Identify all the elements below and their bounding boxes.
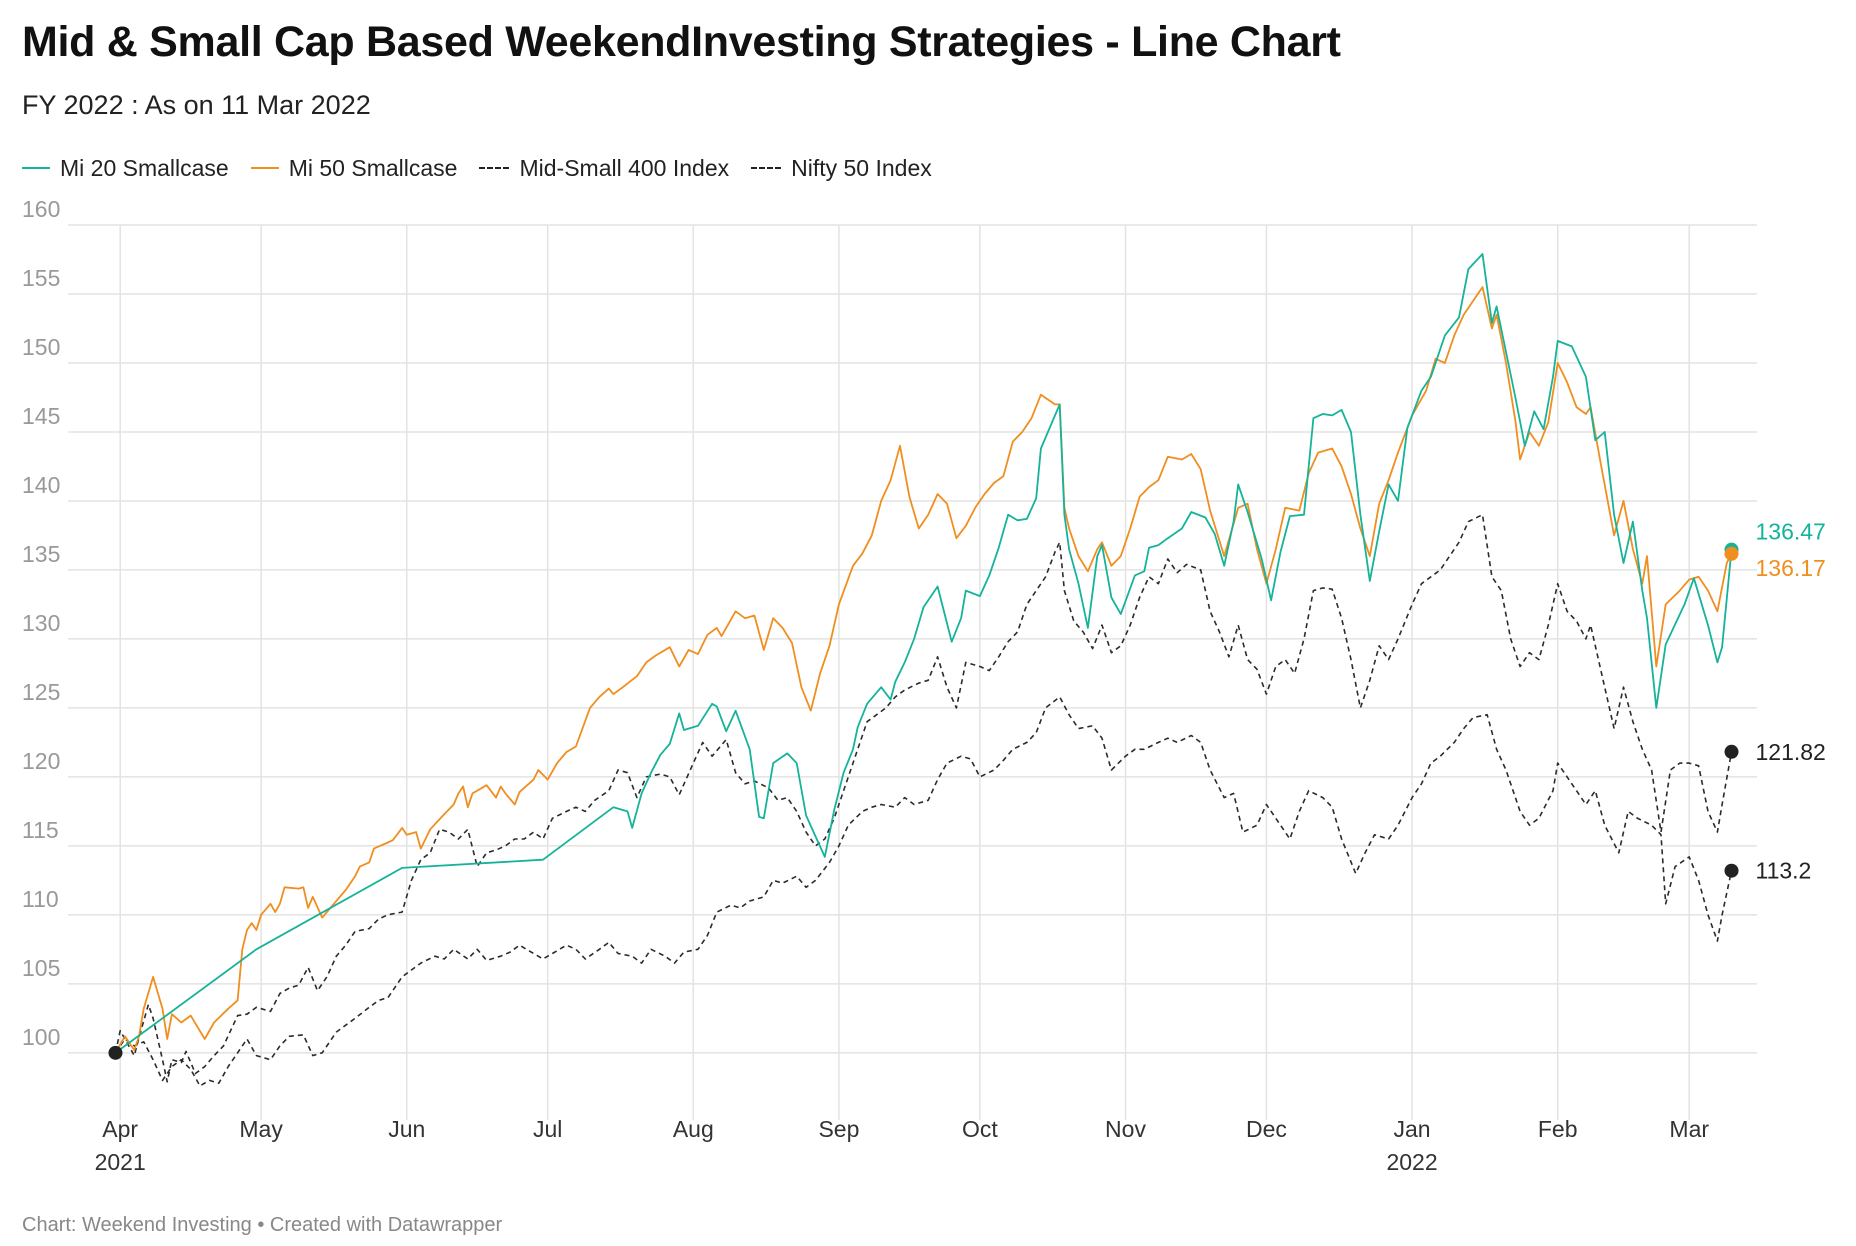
- y-tick-label: 110: [22, 886, 59, 912]
- series-line-mi-50-smallcase: [114, 286, 1733, 1054]
- legend-label-nifty50: Nifty 50 Index: [791, 154, 932, 181]
- line-chart: 100 105 110 115 120 125 130 135 140 145 150 155 160 A…: [22, 196, 1826, 1175]
- x-tick-year-label: 2021: [95, 1149, 146, 1175]
- x-tick-label: Feb: [1538, 1116, 1578, 1142]
- x-tick-label: Nov: [1105, 1116, 1146, 1142]
- series-line-mi-20-smallcase: [114, 253, 1733, 1054]
- end-point: [1724, 863, 1739, 878]
- legend-label-midsmall400: Mid-Small 400 Index: [519, 154, 730, 181]
- chart-footer: Chart: Weekend Investing • Created with …: [22, 1214, 503, 1236]
- series-line-mid-small-400-index: [114, 513, 1733, 1083]
- y-tick-label: 120: [22, 748, 60, 774]
- x-tick-label: Mar: [1669, 1116, 1709, 1142]
- start-point: [108, 1045, 123, 1060]
- grid: [68, 224, 1757, 1120]
- legend-swatch-mi20: [22, 167, 50, 169]
- y-tick-label: 160: [22, 196, 60, 222]
- x-tick-label: May: [239, 1116, 283, 1142]
- legend-swatch-midsmall400: [479, 167, 510, 169]
- x-tick-label: Apr: [102, 1116, 138, 1142]
- legend-swatch-nifty50: [751, 167, 782, 169]
- y-tick-label: 105: [22, 955, 60, 981]
- y-tick-label: 150: [22, 334, 60, 360]
- end-point: [1724, 744, 1739, 759]
- chart-subtitle: FY 2022 : As on 11 Mar 2022: [22, 90, 371, 120]
- x-tick-label: Dec: [1246, 1116, 1287, 1142]
- end-value-label: 113.2: [1756, 858, 1812, 884]
- y-tick-label: 135: [22, 541, 60, 567]
- end-value-label: 121.82: [1756, 739, 1826, 765]
- legend-swatch-mi50: [250, 167, 279, 169]
- x-tick-label: Jun: [388, 1116, 425, 1142]
- y-tick-label: 140: [22, 472, 60, 498]
- legend-item-midsmall400: Mid-Small 400 Index: [479, 155, 729, 182]
- x-tick-label: Oct: [962, 1116, 998, 1142]
- legend-label-mi20: Mi 20 Smallcase: [60, 154, 229, 181]
- x-tick-label: Sep: [818, 1116, 859, 1142]
- legend-item-nifty50: Nifty 50 Index: [751, 155, 932, 182]
- y-tick-label: 115: [22, 817, 59, 843]
- series-line-nifty-50-index: [114, 696, 1733, 1087]
- legend-label-mi50: Mi 50 Smallcase: [288, 154, 458, 181]
- y-tick-label: 155: [22, 265, 60, 291]
- legend-item-mi50: Mi 50 Smallcase: [250, 154, 458, 182]
- y-tick-label: 100: [22, 1024, 60, 1050]
- x-tick-label: Jul: [533, 1116, 562, 1142]
- chart-legend: Mi 20 Smallcase Mi 50 Smallcase Mid-Smal…: [22, 152, 954, 184]
- end-value-label: 136.17: [1756, 555, 1826, 581]
- y-tick-label: 145: [22, 403, 60, 429]
- y-tick-label: 130: [22, 610, 60, 636]
- x-tick-label: Jan: [1394, 1116, 1431, 1142]
- x-tick-year-label: 2022: [1386, 1149, 1437, 1175]
- y-tick-label: 125: [22, 679, 60, 705]
- x-tick-label: Aug: [673, 1116, 714, 1142]
- chart-title: Mid & Small Cap Based WeekendInvesting S…: [22, 18, 1341, 66]
- legend-item-mi20: Mi 20 Smallcase: [22, 155, 229, 182]
- end-point: [1724, 546, 1739, 561]
- end-value-label: 136.47: [1756, 519, 1826, 545]
